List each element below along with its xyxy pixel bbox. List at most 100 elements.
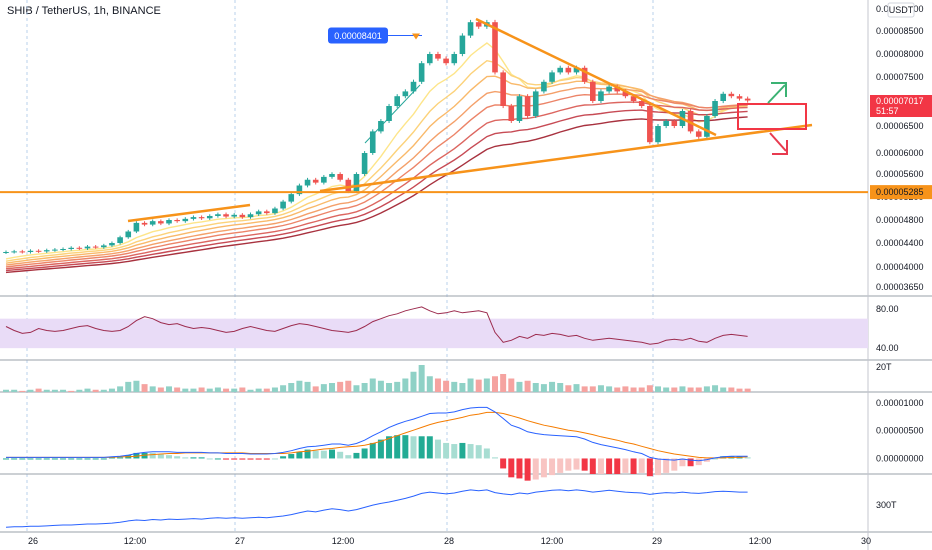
volume-bar — [630, 387, 637, 392]
candle — [353, 174, 360, 192]
ema-line — [5, 86, 748, 266]
macd-histogram-bar — [532, 458, 539, 480]
volume-bar — [646, 385, 653, 392]
candle — [687, 111, 694, 132]
candle — [492, 22, 498, 73]
macd-histogram-bar — [108, 457, 115, 459]
macd-histogram-bar — [27, 458, 34, 460]
candle — [663, 121, 669, 126]
triangle-marker-icon — [412, 33, 420, 40]
volume-bar — [638, 387, 645, 392]
macd-histogram-bar — [166, 455, 172, 459]
candle — [190, 217, 197, 219]
volume-bar — [206, 388, 213, 392]
price-tick-label: 0.00006000 — [876, 148, 924, 158]
obv-tick-label: 300T — [876, 500, 897, 510]
volume-bar — [532, 383, 539, 392]
volume-bar — [614, 387, 621, 392]
volume-bar — [223, 388, 230, 392]
volume-bar — [19, 390, 26, 392]
volume-bar — [133, 380, 140, 392]
volume-panel — [3, 365, 751, 392]
macd-histogram-bar — [475, 445, 482, 459]
price-tick-label: 0.00003650 — [876, 282, 924, 292]
volume-bar — [394, 381, 401, 392]
volume-bar — [703, 386, 710, 392]
volume-bar — [565, 385, 572, 392]
macd-histogram-bar — [141, 452, 148, 459]
candle — [394, 96, 400, 106]
volume-bar — [141, 384, 148, 392]
volume-bar — [190, 388, 197, 392]
time-axis[interactable]: 26 12:00 27 12:00 28 12:00 29 12:00 30 — [28, 536, 871, 546]
volume-bar — [712, 385, 719, 392]
macd-histogram-bar — [606, 458, 613, 474]
level-badge — [870, 185, 932, 200]
countdown-value: 51:57 — [876, 106, 899, 116]
macd-histogram-bar — [597, 458, 604, 474]
macd-histogram-bar — [638, 458, 645, 473]
volume-bar — [606, 386, 613, 392]
candle — [622, 91, 629, 97]
macd-histogram-bar — [288, 454, 295, 459]
candle — [174, 220, 180, 222]
macd-histogram-bar — [369, 442, 376, 459]
volume-bar — [125, 381, 132, 392]
macd-histogram-bar — [712, 458, 719, 460]
macd-histogram-bar — [679, 458, 686, 467]
macd-histogram-bar — [214, 458, 221, 460]
candle — [728, 93, 735, 97]
candle — [532, 91, 539, 116]
price-axis[interactable]: 0.000090000.000085000.000080000.00007500… — [870, 2, 932, 510]
volume-bar — [271, 387, 278, 392]
time-tick-label: 27 — [235, 536, 245, 546]
rsi-tick-label: 40.00 — [876, 343, 899, 353]
macd-histogram-bar — [614, 458, 621, 474]
volume-bar — [418, 365, 425, 392]
candle — [410, 81, 417, 92]
volume-bar — [312, 386, 319, 392]
candle — [451, 54, 458, 64]
candle — [386, 106, 392, 121]
level-value: 0.00005285 — [876, 187, 924, 197]
candle — [27, 250, 34, 252]
ema-line — [5, 109, 748, 272]
macd-histogram-bar — [117, 457, 124, 459]
time-tick-label: 28 — [444, 536, 454, 546]
candle — [247, 214, 254, 218]
macd-histogram-bar — [76, 458, 83, 460]
macd-histogram-bar — [149, 452, 156, 459]
volume-bar — [35, 388, 42, 392]
candle — [671, 121, 678, 126]
volume-bar — [386, 383, 393, 392]
macd-histogram-bar — [312, 450, 319, 459]
candle — [467, 22, 474, 36]
macd-histogram-bar — [296, 451, 303, 459]
rsi-line — [5, 306, 748, 345]
price-tick-label: 0.00004400 — [876, 238, 924, 248]
volume-bar — [108, 388, 115, 392]
macd-histogram-bar — [190, 457, 197, 459]
candle — [3, 252, 9, 253]
macd-histogram-bar — [589, 458, 596, 474]
candle — [141, 222, 148, 225]
volume-bar — [288, 383, 295, 392]
candle — [296, 185, 303, 195]
volume-bar — [11, 389, 18, 392]
macd-histogram-bar — [500, 458, 507, 469]
volume-bar — [500, 374, 507, 392]
volume-bar — [345, 380, 352, 392]
macd-histogram-bar — [524, 458, 531, 481]
macd-histogram-bar — [565, 458, 572, 471]
macd-histogram-bar — [11, 458, 18, 460]
volume-bar — [214, 387, 221, 392]
candle — [321, 176, 327, 183]
volume-bar — [117, 386, 124, 392]
candle — [695, 131, 702, 137]
volume-bar — [516, 381, 523, 392]
candle — [647, 106, 653, 143]
ema-line — [5, 42, 748, 260]
candle — [508, 106, 515, 121]
candle — [166, 220, 172, 224]
